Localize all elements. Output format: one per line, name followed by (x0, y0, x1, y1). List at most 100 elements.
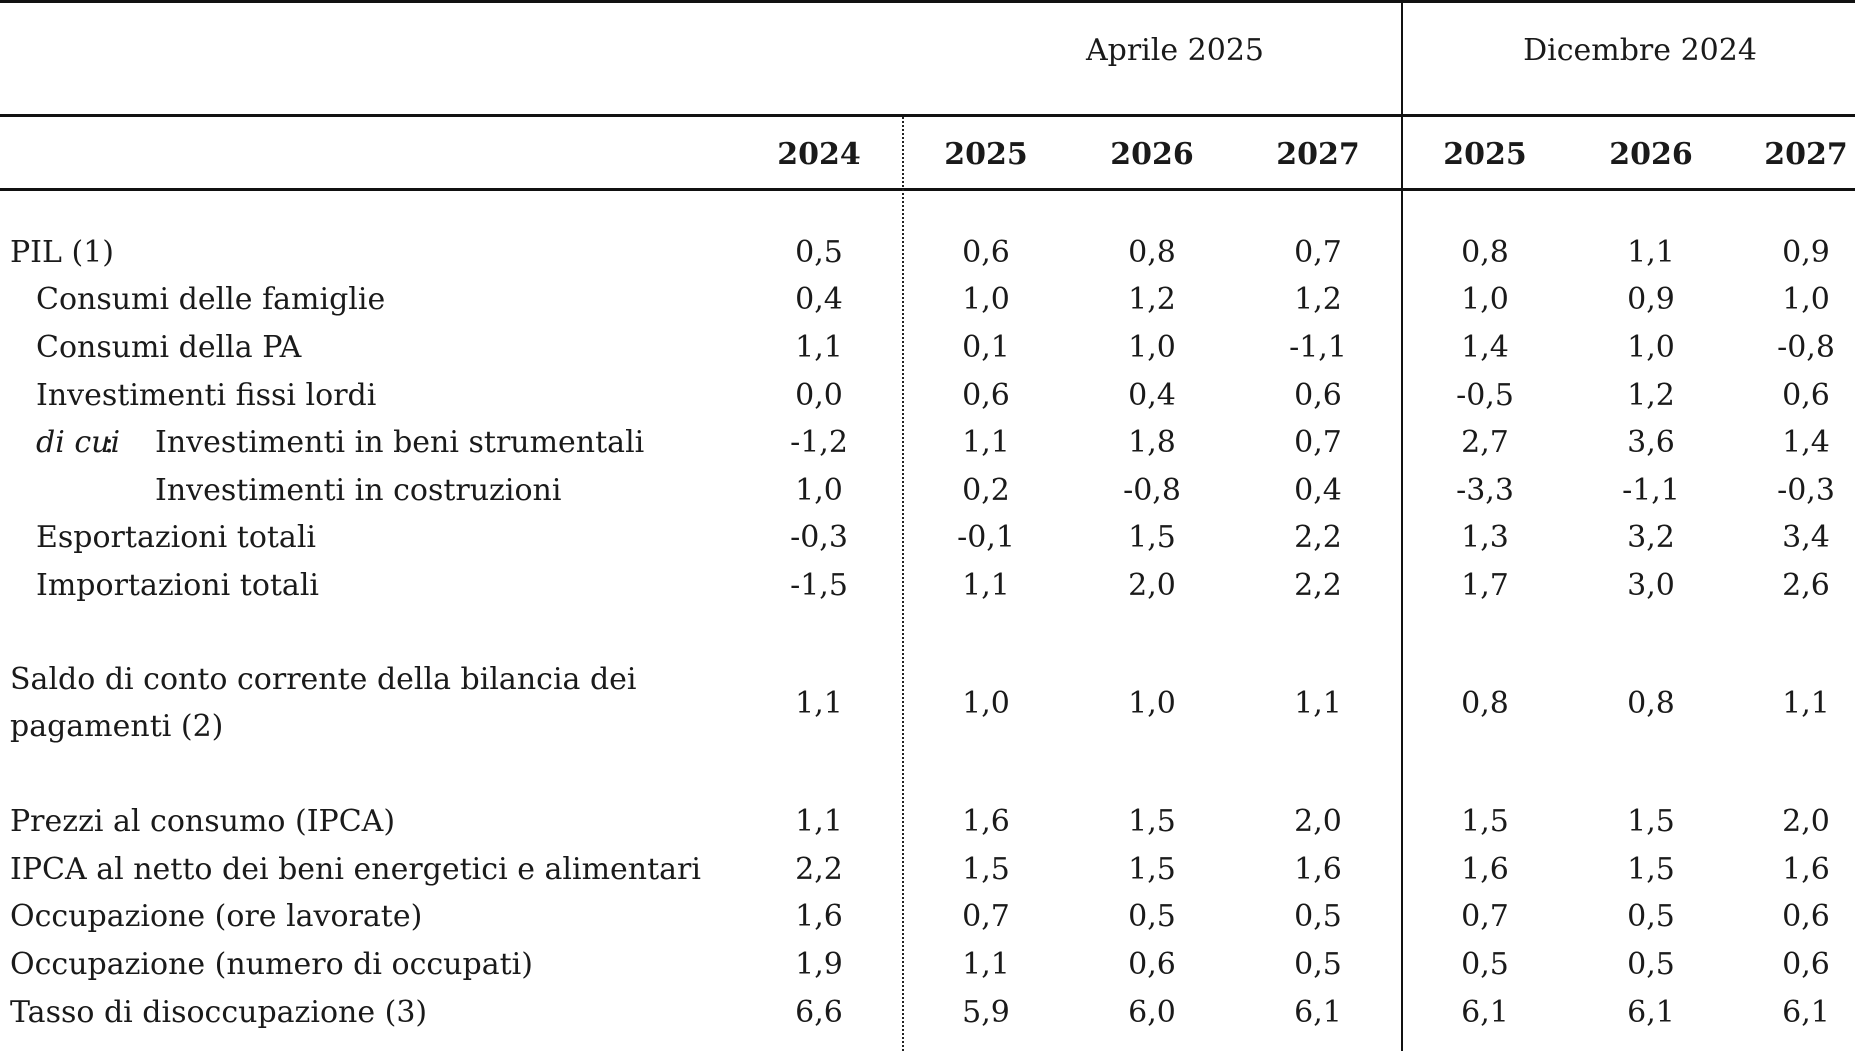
row-label-consumi-famiglie: Consumi delle famiglie (36, 282, 386, 317)
table-cell: 1,5 (1627, 804, 1675, 839)
year-header: 2025 (1443, 137, 1527, 172)
year-header: 2026 (1110, 137, 1194, 172)
table-cell: 1,0 (1782, 282, 1830, 317)
table-cell: 1,3 (1461, 520, 1509, 555)
table-cell: 1,6 (1782, 852, 1830, 887)
table-cell: 1,2 (1128, 282, 1176, 317)
table-cell: 1,2 (1294, 282, 1342, 317)
table-cell: 0,6 (1782, 947, 1830, 982)
table-cell: -3,3 (1456, 473, 1514, 508)
table-cell: 2,0 (1782, 804, 1830, 839)
table-cell: 1,9 (795, 947, 843, 982)
table-cell: 0,4 (795, 282, 843, 317)
row-label-ipca: Prezzi al consumo (IPCA) (10, 804, 396, 839)
table-cell: 1,5 (1128, 520, 1176, 555)
table-cell: 2,7 (1461, 425, 1509, 460)
table-cell: 1,6 (1294, 852, 1342, 887)
group-header-aprile-2025: Aprile 2025 (1085, 33, 1265, 68)
table-cell: 0,7 (1294, 235, 1342, 270)
table-cell: 0,6 (962, 378, 1010, 413)
table-cell: -1,5 (790, 568, 848, 603)
table-cell: 0,2 (962, 473, 1010, 508)
row-label-costruzioni: Investimenti in costruzioni (155, 473, 562, 508)
table-cell: 0,5 (1627, 947, 1675, 982)
table-cell: 0,6 (1782, 899, 1830, 934)
table-cell: 5,9 (962, 995, 1010, 1030)
table-cell: 1,6 (795, 899, 843, 934)
table-cell: 0,4 (1294, 473, 1342, 508)
table-cell: 1,0 (795, 473, 843, 508)
table-cell: 6,0 (1128, 995, 1176, 1030)
row-label-importazioni: Importazioni totali (36, 568, 320, 603)
table-cell: 1,4 (1782, 425, 1830, 460)
table-cell: 1,6 (1461, 852, 1509, 887)
year-header: 2027 (1764, 137, 1848, 172)
table-cell: 3,4 (1782, 520, 1830, 555)
table-cell: 1,2 (1627, 378, 1675, 413)
table-cell: 6,1 (1782, 995, 1830, 1030)
table-cell: 2,2 (795, 852, 843, 887)
table-cell: 1,5 (962, 852, 1010, 887)
table-cell: 1,1 (1782, 686, 1830, 721)
table-cell: 0,5 (1461, 947, 1509, 982)
table-cell: 1,1 (1627, 235, 1675, 270)
history-forecast-separator (902, 117, 904, 1051)
table-cell: 0,5 (1627, 899, 1675, 934)
group-header-rule (0, 114, 1855, 117)
table-cell: 2,2 (1294, 520, 1342, 555)
table-cell: -0,5 (1456, 378, 1514, 413)
table-cell: -1,2 (790, 425, 848, 460)
table-cell: -1,1 (1289, 330, 1347, 365)
table-cell: 1,1 (795, 686, 843, 721)
row-label-occupazione-ore: Occupazione (ore lavorate) (10, 899, 423, 934)
table-cell: 0,7 (1461, 899, 1509, 934)
table-cell: 1,0 (1627, 330, 1675, 365)
table-cell: 6,1 (1627, 995, 1675, 1030)
table-cell: -0,8 (1123, 473, 1181, 508)
table-cell: 0,6 (1782, 378, 1830, 413)
table-cell: -0,3 (1777, 473, 1835, 508)
top-rule (0, 0, 1855, 3)
table-cell: 1,5 (1461, 804, 1509, 839)
year-header: 2026 (1609, 137, 1693, 172)
table-cell: 6,1 (1461, 995, 1509, 1030)
table-cell: 3,0 (1627, 568, 1675, 603)
table-cell: 3,6 (1627, 425, 1675, 460)
table-cell: 0,5 (1128, 899, 1176, 934)
table-cell: 0,8 (1461, 235, 1509, 270)
table-cell: 1,1 (795, 804, 843, 839)
table-cell: 1,1 (962, 568, 1010, 603)
table-cell: 1,0 (962, 686, 1010, 721)
table-cell: 1,0 (1461, 282, 1509, 317)
table-cell: -0,3 (790, 520, 848, 555)
table-cell: 1,5 (1128, 852, 1176, 887)
table-cell: 1,4 (1461, 330, 1509, 365)
row-label-saldo-line2: pagamenti (2) (10, 709, 224, 744)
year-header-rule (0, 188, 1855, 191)
row-prefix-di-cui: di cui (36, 425, 121, 460)
row-label-pil: PIL (1) (10, 235, 114, 270)
row-label-consumi-pa: Consumi della PA (36, 330, 302, 365)
table-cell: 0,0 (795, 378, 843, 413)
group-header-dicembre-2024: Dicembre 2024 (1523, 33, 1757, 68)
table-cell: -1,1 (1622, 473, 1680, 508)
table-cell: 1,1 (962, 425, 1010, 460)
table-cell: 0,6 (1128, 947, 1176, 982)
row-label-investimenti-fissi: Investimenti fissi lordi (36, 378, 377, 413)
table-cell: -0,8 (1777, 330, 1835, 365)
table-cell: 6,1 (1294, 995, 1342, 1030)
group-separator (1401, 0, 1403, 1051)
row-label-esportazioni: Esportazioni totali (36, 520, 317, 555)
table-cell: 1,0 (1128, 686, 1176, 721)
table-cell: 1,1 (795, 330, 843, 365)
row-prefix-colon: : (104, 425, 115, 460)
table-cell: 2,6 (1782, 568, 1830, 603)
table-cell: 1,0 (1128, 330, 1176, 365)
year-header: 2024 (777, 137, 861, 172)
table-cell: 1,6 (962, 804, 1010, 839)
row-label-beni-strumentali: Investimenti in beni strumentali (155, 425, 645, 460)
table-cell: 0,9 (1782, 235, 1830, 270)
table-cell: 0,1 (962, 330, 1010, 365)
table-cell: 1,7 (1461, 568, 1509, 603)
table-cell: 2,2 (1294, 568, 1342, 603)
